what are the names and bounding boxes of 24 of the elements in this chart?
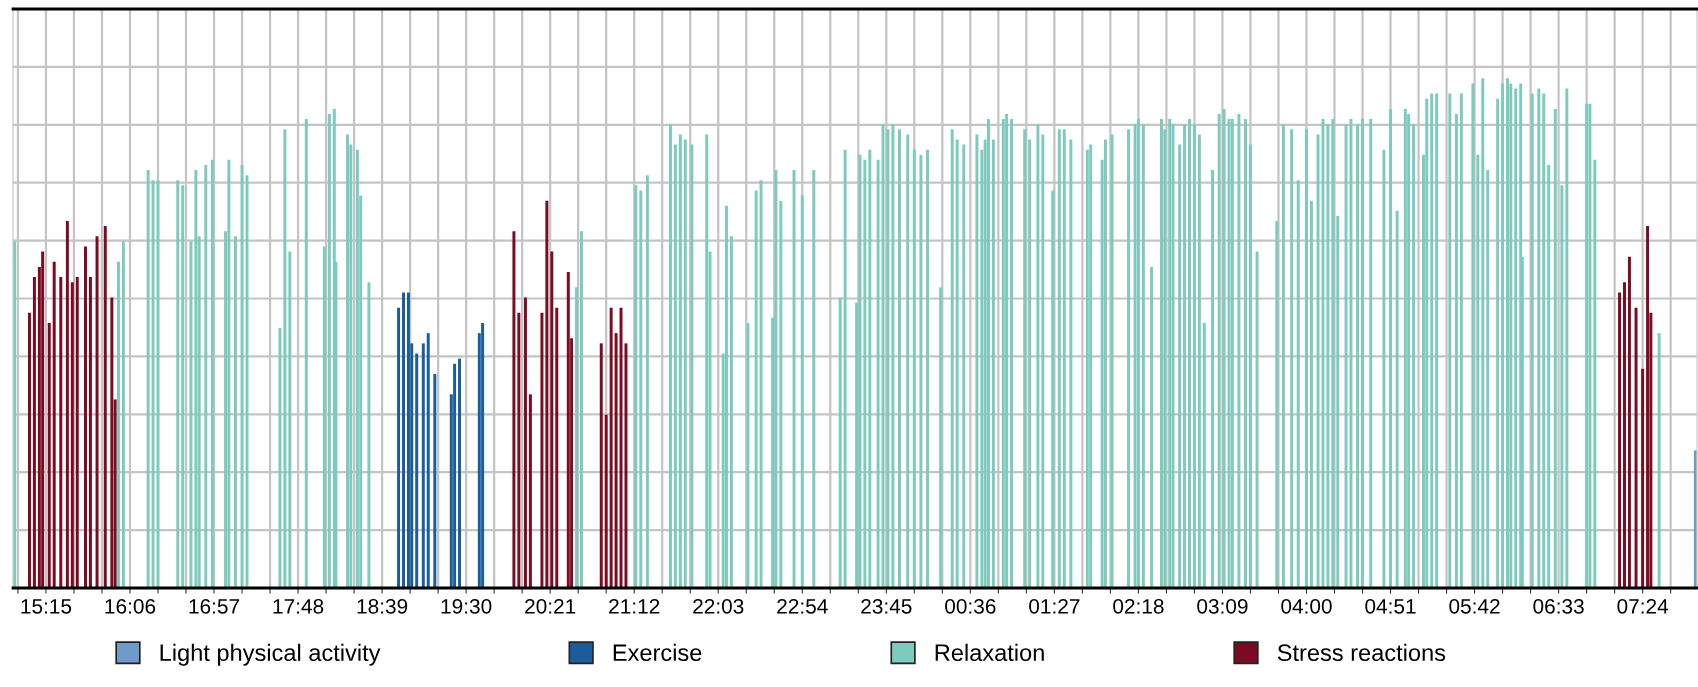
x-tick-label: 05:42 [1449,598,1500,614]
x-tick-label: 01:27 [1029,598,1080,614]
x-tick-label: 15:15 [21,599,72,614]
x-tick-label: 19:30 [441,598,492,614]
x-tick-label: 22:03 [693,598,744,614]
x-tick-label: 20:21 [525,598,576,614]
x-tick-label: 23:45 [861,598,912,614]
x-tick-label: 16:57 [189,598,240,614]
x-tick-label: 06:33 [1533,598,1584,614]
x-tick-label: 17:48 [273,598,324,614]
x-tick-label: 04:51 [1365,598,1416,614]
x-tick-label: 04:00 [1281,598,1332,614]
x-tick-label: 02:18 [1113,598,1164,614]
x-tick-label: 21:12 [609,598,660,614]
x-tick-label: 00:36 [945,598,996,614]
x-tick-label: 07:24 [1617,598,1669,614]
legend-label: Light physical activity [160,643,381,666]
x-tick-label: 16:06 [105,598,156,614]
legend-label: Relaxation [935,643,1044,662]
x-tick-label: 18:39 [357,598,408,614]
x-tick-label: 03:09 [1197,598,1248,614]
legend-label: Stress reactions [1277,643,1446,662]
legend-label: Exercise [613,643,702,662]
x-tick-label: 22:54 [777,598,828,614]
